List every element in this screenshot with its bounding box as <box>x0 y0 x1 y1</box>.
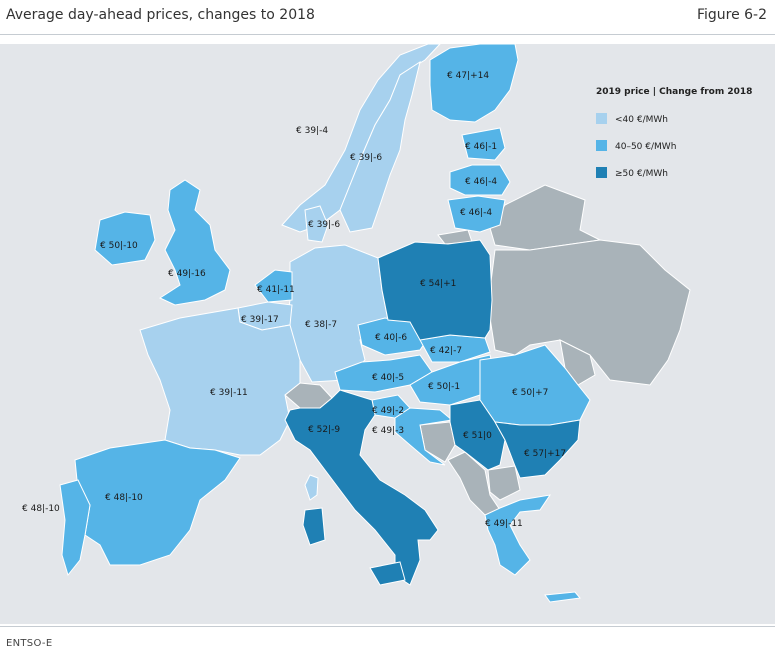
label-bulgaria: € 57|+17 <box>524 449 566 459</box>
country-netherlands <box>254 269 293 303</box>
legend: 2019 price | Change from 2018 <40 €/MWh … <box>596 87 752 179</box>
country-lithuania <box>447 195 506 233</box>
label-croatia: € 49|-3 <box>372 426 404 436</box>
country-sicily <box>369 561 406 586</box>
country-sardinia <box>302 507 326 546</box>
label-sweden: € 39|-6 <box>350 153 382 163</box>
label-norway: € 39|-4 <box>296 126 328 136</box>
country-estonia <box>461 127 506 161</box>
header: Average day-ahead prices, changes to 201… <box>0 0 775 35</box>
label-serbia: € 51|0 <box>463 431 492 441</box>
label-portugal: € 48|-10 <box>22 504 60 514</box>
country-ireland <box>94 211 156 266</box>
legend-title: 2019 price | Change from 2018 <box>596 87 752 97</box>
country-croatia <box>394 407 454 466</box>
page-title: Average day-ahead prices, changes to 201… <box>6 7 315 23</box>
country-bulgaria <box>494 419 581 479</box>
label-finland: € 47|+14 <box>447 71 489 81</box>
country-sweden <box>339 60 421 233</box>
legend-label-low: <40 €/MWh <box>615 115 668 125</box>
country-denmark <box>304 205 329 243</box>
label-netherlands: € 41|-11 <box>257 285 295 295</box>
country-moldova <box>559 339 596 386</box>
figure-number: Figure 6-2 <box>696 7 767 23</box>
country-italy <box>284 389 439 586</box>
country-corsica <box>304 474 319 501</box>
legend-swatch-low <box>596 113 607 124</box>
country-greece <box>484 494 552 576</box>
label-ireland: € 50|-10 <box>100 241 138 251</box>
label-lithuania: € 46|-4 <box>460 208 492 218</box>
country-ukraine <box>487 239 691 386</box>
label-slovenia: € 49|-2 <box>372 406 404 416</box>
country-uk <box>158 179 231 306</box>
source-label: ENTSO-E <box>6 638 53 649</box>
footer-divider <box>0 626 775 627</box>
label-greece: € 49|-11 <box>485 519 523 529</box>
country-crete <box>544 591 581 603</box>
label-latvia: € 46|-4 <box>465 177 497 187</box>
country-serbia <box>449 399 506 471</box>
country-latvia <box>449 164 511 196</box>
legend-label-mid: 40–50 €/MWh <box>615 142 676 152</box>
country-portugal <box>59 479 91 577</box>
label-spain: € 48|-10 <box>105 493 143 503</box>
legend-label-high: ≥50 €/MWh <box>615 169 668 179</box>
label-france: € 39|-11 <box>210 388 248 398</box>
legend-swatch-mid <box>596 140 607 151</box>
label-poland: € 54|+1 <box>420 279 456 289</box>
label-belgium: € 39|-17 <box>241 315 279 325</box>
country-north-macedonia <box>487 465 521 501</box>
label-germany: € 38|-7 <box>305 320 337 330</box>
country-finland <box>429 44 519 123</box>
country-poland <box>377 239 493 341</box>
label-uk: € 49|-16 <box>168 269 206 279</box>
label-italy: € 52|-9 <box>308 425 340 435</box>
label-hungary: € 50|-1 <box>428 382 460 392</box>
label-romania: € 50|+7 <box>512 388 548 398</box>
label-estonia: € 46|-1 <box>465 142 497 152</box>
label-denmark: € 39|-6 <box>308 220 340 230</box>
label-czechia: € 40|-6 <box>375 333 407 343</box>
map-panel: € 47|+14 € 39|-4 € 39|-6 € 46|-1 € 46|-4… <box>0 44 775 624</box>
country-france <box>139 307 301 456</box>
label-slovakia: € 42|-7 <box>430 346 462 356</box>
legend-swatch-high <box>596 167 607 178</box>
europe-map: € 47|+14 € 39|-4 € 39|-6 € 46|-1 € 46|-4… <box>0 44 775 624</box>
label-austria: € 40|-5 <box>372 373 404 383</box>
